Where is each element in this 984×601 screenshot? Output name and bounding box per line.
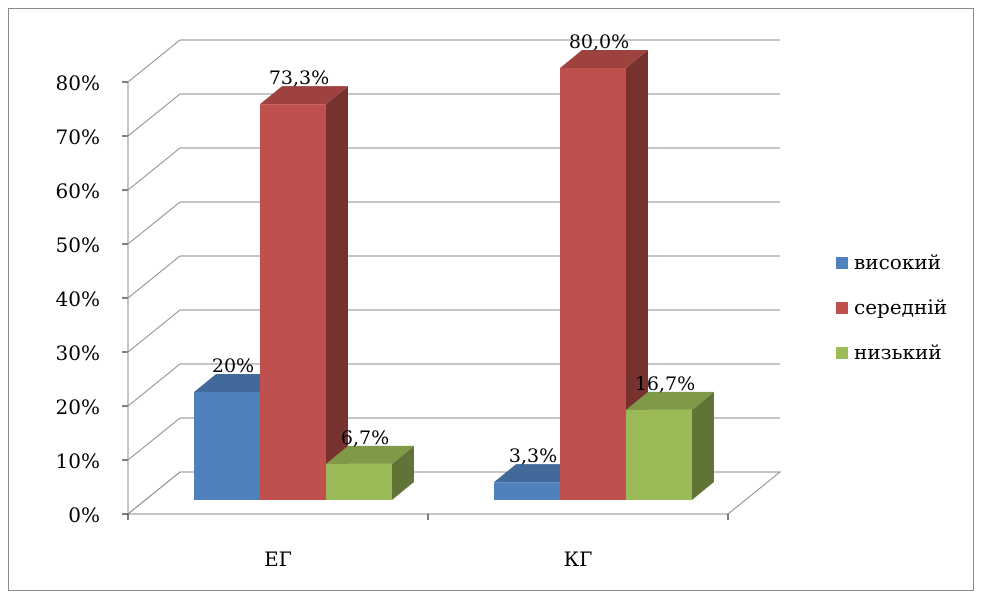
bar-top [560,50,648,68]
bar [626,391,714,500]
bar-top [260,86,348,105]
legend-label: низький [854,340,942,364]
gridline-side [127,417,181,461]
y-tick-label: 40% [56,287,100,311]
bar-top [326,445,414,464]
legend-label: середній [854,295,947,319]
bar [560,50,648,500]
bar-front [260,104,326,501]
bar-side [326,86,348,501]
bar-front [626,409,692,500]
gridline-side [127,147,181,191]
data-label: 6,7% [341,427,389,449]
y-tick-label: 10% [56,449,100,473]
gridline-side [127,363,181,407]
y-tick-label: 70% [56,125,100,149]
y-tick-label: 0% [68,503,100,527]
category-label: КГ [564,547,593,571]
legend-label: високий [854,250,941,274]
data-label: 80,0% [569,31,629,53]
bar-front [194,392,260,500]
y-tick-label: 80% [56,71,100,95]
bar-side [692,391,714,500]
gridline-side [127,201,181,245]
gridline-side [127,39,181,83]
bar-front [494,482,560,500]
legend-swatch [836,302,848,314]
data-label: 73,3% [269,67,329,89]
gridline-side [127,93,181,137]
bar-top [626,391,714,410]
y-tick-label: 30% [56,341,100,365]
bar-side [392,445,414,500]
data-label: 3,3% [509,445,557,467]
gridline-side [127,309,181,353]
bar-front [560,68,626,500]
bar [260,86,348,501]
floor [127,471,782,515]
y-tick-label: 60% [56,179,100,203]
y-tick-label: 20% [56,395,100,419]
bar-side [626,50,648,500]
bar [326,445,414,500]
data-label: 20% [212,355,254,377]
legend-swatch [836,347,848,359]
bar-front [326,463,392,500]
gridline-side [127,255,181,299]
legend-swatch [836,257,848,269]
y-tick-label: 50% [56,233,100,257]
data-label: 16,7% [635,373,695,395]
category-label: ЕГ [264,547,292,571]
chart-frame [8,8,974,591]
